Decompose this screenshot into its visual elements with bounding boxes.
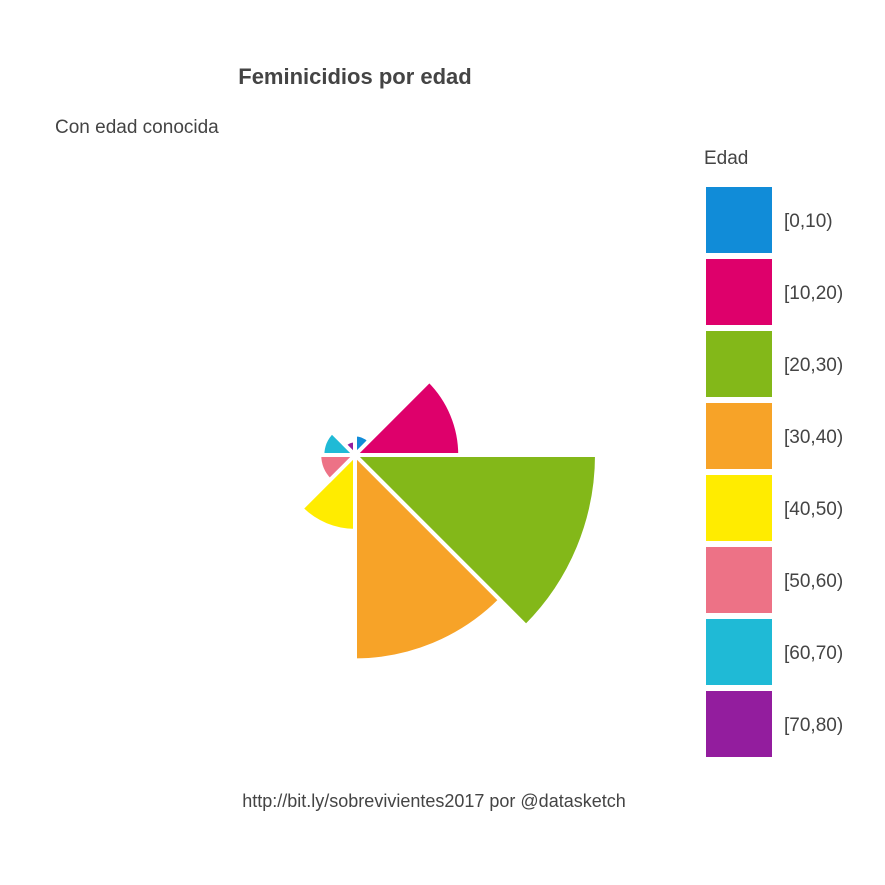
wedge-[10,20) — [350, 377, 463, 457]
legend-label-[60,70): [60,70) — [784, 643, 843, 664]
legend-swatch-[70,80) — [706, 691, 772, 757]
legend-swatch-[20,30) — [706, 331, 772, 397]
legend-label-[40,50): [40,50) — [784, 499, 843, 520]
wedge-[30,40) — [353, 450, 504, 663]
wedge-[50,60) — [317, 453, 360, 484]
legend-label-[70,80): [70,80) — [784, 715, 843, 736]
legend-label-[10,20): [10,20) — [784, 283, 843, 304]
wedge-[70,80) — [341, 438, 357, 460]
rose-wedges — [298, 377, 600, 663]
chart-caption: http://bit.ly/sobrevivientes2017 por @da… — [242, 791, 626, 811]
legend-swatch-[0,10) — [706, 187, 772, 253]
legend-swatch-[10,20) — [706, 259, 772, 325]
legend-swatch-[30,40) — [706, 403, 772, 469]
wedge-[20,30) — [350, 453, 600, 629]
legend-swatch-[50,60) — [706, 547, 772, 613]
legend-swatch-[40,50) — [706, 475, 772, 541]
legend-title: Edad — [704, 148, 749, 169]
legend-label-[50,60): [50,60) — [784, 571, 843, 592]
legend: [0,10) [10,20) [20,30) [30,40) [40,50) [50,60… — [706, 187, 843, 757]
legend-label-[0,10): [0,10) — [784, 211, 833, 232]
legend-label-[30,40): [30,40) — [784, 427, 843, 448]
chart-subtitle: Con edad conocida — [55, 117, 219, 138]
legend-swatch-[60,70) — [706, 619, 772, 685]
wedge-[40,50) — [298, 450, 357, 533]
chart-title: Feminicidios por edad — [238, 64, 472, 89]
legend-label-[20,30): [20,30) — [784, 355, 843, 376]
